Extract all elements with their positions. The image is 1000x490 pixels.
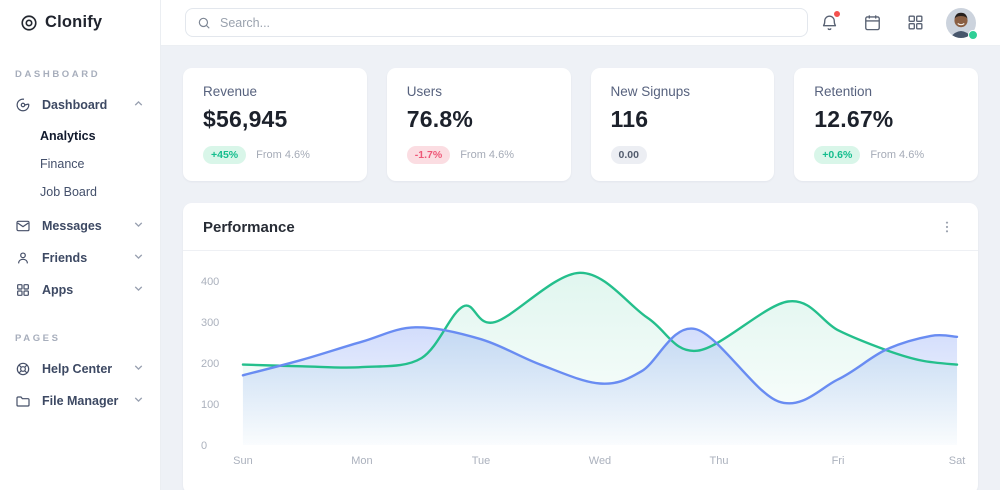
stat-value: 76.8% [406,106,473,132]
stat-title: Retention [814,84,873,99]
clonify-logo-icon [21,14,37,31]
trend-badge: +0.6% [814,145,861,164]
logo-text: Clonify [45,13,103,31]
sidebar-item-friends[interactable]: Friends [0,242,160,274]
stat-note: From 4.6% [460,148,514,161]
y-axis-tick: 300 [201,317,219,329]
search-icon [198,17,210,29]
logo[interactable]: Clonify [0,0,160,42]
sidebar-item-label: Friends [42,251,88,265]
main-area: Revenue $56,945 +45% From 4.6% Users 76.… [161,0,1000,490]
sidebar-subitem-analytics[interactable]: Analytics [40,129,96,143]
chevron-down-icon [132,250,145,266]
lifebuoy-icon [16,362,30,376]
stat-note: From 4.6% [256,148,310,161]
series-blue-line [241,326,959,405]
avatar-photo [946,7,976,38]
section-label-dashboard: DASHBOARD [15,69,101,80]
x-axis-tick: Sun [233,455,253,467]
stat-value: $56,945 [203,106,288,132]
sidebar-item-label: Apps [42,283,74,297]
apps-grid-icon [17,284,29,296]
performance-panel: Performance [183,203,978,490]
series-blue-area [242,327,958,445]
y-axis-tick: 0 [201,440,207,452]
sidebar-item-file-manager[interactable]: File Manager [0,385,160,417]
chevron-down-icon [132,393,145,409]
x-axis-tick: Fri [832,455,845,467]
online-status-dot [968,29,978,40]
stat-value: 12.67% [814,106,894,132]
sidebar-item-label: File Manager [42,394,119,408]
chevron-down-icon [132,218,145,234]
sidebar-item-dashboard[interactable]: Dashboard [0,89,160,121]
sidebar-item-label: Help Center [42,362,113,376]
notifications-button[interactable] [817,9,841,35]
performance-panel-header: Performance [183,203,978,251]
topbar-actions [817,7,978,40]
stats-row: Revenue $56,945 +45% From 4.6% Users 76.… [183,68,978,181]
x-axis-tick: Wed [589,455,611,467]
stat-card-revenue: Revenue $56,945 +45% From 4.6% [183,68,367,181]
performance-chart[interactable]: 0 100 200 300 400 Sun Mon Tue Wed Thu Fri Sat [183,251,978,490]
y-axis-tick: 100 [201,399,219,411]
search-input[interactable] [220,15,796,30]
x-axis-tick: Sat [949,455,965,467]
calendar-icon [864,15,880,31]
chevron-up-icon [132,97,145,113]
kebab-menu-icon [945,221,949,233]
stat-value: 116 [610,106,649,132]
stat-title: Revenue [203,84,258,99]
sidebar-item-label: Messages [42,219,102,233]
notification-badge-dot [833,9,841,18]
trend-badge: 0.00 [610,145,647,164]
sidebar-item-messages[interactable]: Messages [0,210,160,242]
search-box[interactable] [185,8,808,37]
apps-launcher-button[interactable] [903,11,927,35]
user-avatar[interactable] [946,7,978,40]
chevron-down-icon [132,361,145,377]
sidebar-subitem-job-board[interactable]: Job Board [40,185,97,199]
bell-icon [822,15,836,31]
x-axis-tick: Thu [710,455,729,467]
trend-badge: -1.7% [406,145,451,164]
stat-note: From 4.6% [870,148,925,161]
stat-title: Users [406,84,443,99]
stat-card-users: Users 76.8% -1.7% From 4.6% [386,68,571,181]
x-axis-tick: Mon [351,455,372,467]
trend-badge: +45% [203,145,247,164]
calendar-button[interactable] [860,11,884,35]
section-label-pages: PAGES [15,333,61,344]
sidebar: Clonify DASHBOARD Dashboard Analytics Fi… [0,0,161,490]
stat-card-retention: Retention 12.67% +0.6% From 4.6% [794,68,978,181]
user-icon [18,252,28,264]
grid-icon [907,15,923,30]
folder-icon [16,396,30,407]
sidebar-item-apps[interactable]: Apps [0,274,160,306]
content: Revenue $56,945 +45% From 4.6% Users 76.… [161,46,1000,490]
panel-title: Performance [203,218,295,236]
x-axis-tick: Tue [472,455,491,467]
y-axis-tick: 400 [201,276,219,288]
dashboard-sub-list: Analytics Finance Job Board [0,121,160,210]
stat-title: New Signups [610,84,691,99]
dashboard-icon [16,98,30,112]
series-green-line [241,271,959,369]
y-axis-tick: 200 [201,358,219,370]
sidebar-item-help-center[interactable]: Help Center [0,353,160,385]
stat-card-new-signups: New Signups 116 0.00 [590,68,775,181]
mail-icon [16,220,30,232]
sidebar-item-label: Dashboard [42,98,108,112]
area-chart-svg[interactable]: 0 100 200 300 400 Sun Mon Tue Wed Thu Fri Sat [183,251,978,490]
chevron-down-icon [132,282,145,298]
sidebar-subitem-finance[interactable]: Finance [40,157,85,171]
topbar [161,0,1000,46]
panel-menu-button[interactable] [936,216,958,238]
